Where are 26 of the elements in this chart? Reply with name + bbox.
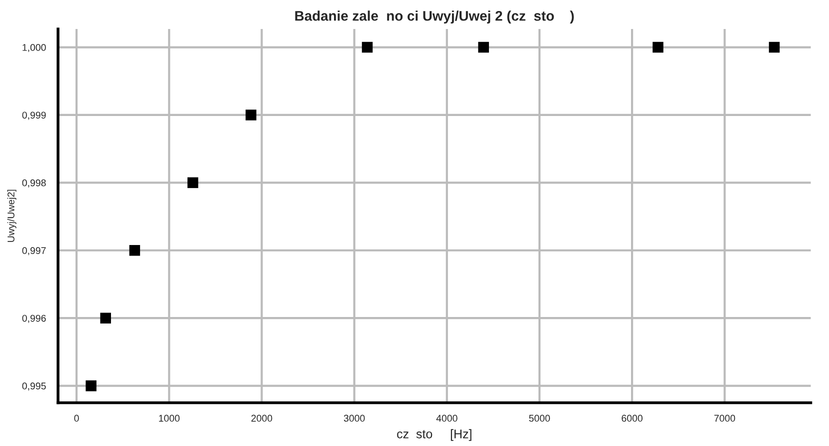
point [478, 42, 489, 53]
point [246, 110, 256, 120]
y-tick-label: 1,000 [22, 44, 46, 52]
point [652, 42, 664, 53]
x-tick-label: 5000 [529, 414, 550, 422]
point [362, 42, 373, 53]
chart-title: Badanie zale no ci Uwyj/Uwej 2 (cz sto ) [295, 10, 574, 24]
point [86, 380, 96, 392]
y-axis-title: Uwyj/Uwej2] [7, 190, 16, 242]
x-tick-label: 4000 [436, 414, 458, 422]
y-tick-label: 0,998 [22, 179, 46, 188]
y-tick-label: 0,999 [22, 112, 46, 120]
point [100, 312, 111, 324]
x-tick-label: 6000 [622, 414, 643, 422]
x-tick-label: 1000 [159, 414, 180, 422]
x-tick-label: 7000 [714, 414, 736, 422]
x-tick-label: 3000 [344, 414, 365, 422]
x-tick-label: 2000 [251, 414, 272, 422]
y-tick-label: 0,995 [22, 382, 46, 391]
point [129, 245, 140, 256]
y-tick-label: 0,997 [22, 247, 46, 256]
point [187, 177, 198, 188]
point [768, 42, 780, 53]
y-tick-label: 0,996 [22, 314, 46, 323]
x-axis-title: cz sto [Hz] [397, 429, 472, 441]
x-tick-label: 0 [74, 414, 79, 422]
